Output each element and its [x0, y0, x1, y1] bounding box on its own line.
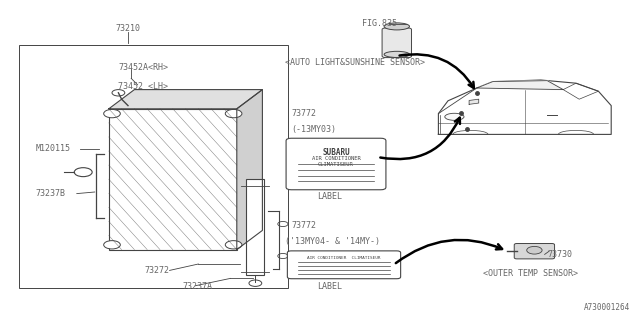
Text: 73237B: 73237B — [35, 189, 65, 198]
Ellipse shape — [384, 23, 410, 30]
Circle shape — [278, 253, 288, 259]
Text: (-13MY03): (-13MY03) — [291, 125, 336, 134]
Text: <OUTER TEMP SENSOR>: <OUTER TEMP SENSOR> — [483, 269, 578, 278]
Polygon shape — [477, 81, 563, 90]
Text: 73210: 73210 — [115, 24, 141, 33]
Circle shape — [74, 168, 92, 177]
Bar — [109, 109, 237, 250]
Text: AIR CONDITIONER: AIR CONDITIONER — [312, 156, 360, 161]
Ellipse shape — [384, 51, 410, 58]
Text: M120115: M120115 — [35, 144, 70, 153]
Text: SUBARU: SUBARU — [322, 148, 350, 157]
Text: CLIMATISEUR: CLIMATISEUR — [318, 162, 354, 167]
Circle shape — [278, 221, 288, 227]
Polygon shape — [109, 90, 262, 109]
Text: <AUTO LIGHT&SUNSHINE SENSOR>: <AUTO LIGHT&SUNSHINE SENSOR> — [285, 58, 425, 67]
Text: 73730: 73730 — [547, 250, 572, 259]
Text: 73237A: 73237A — [182, 282, 212, 291]
Polygon shape — [438, 80, 611, 134]
Text: 73452 <LH>: 73452 <LH> — [118, 82, 168, 91]
Circle shape — [225, 241, 242, 249]
Polygon shape — [469, 99, 479, 104]
Circle shape — [249, 280, 262, 286]
FancyBboxPatch shape — [515, 244, 555, 259]
Polygon shape — [237, 90, 262, 250]
Text: AIR CONDITIONER  CLIMATISEUR: AIR CONDITIONER CLIMATISEUR — [307, 256, 381, 260]
Circle shape — [104, 241, 120, 249]
Bar — [19, 45, 288, 288]
Text: 73772: 73772 — [291, 221, 316, 230]
Text: FIG.835: FIG.835 — [362, 20, 397, 28]
Text: ('13MY04- & '14MY-): ('13MY04- & '14MY-) — [285, 237, 380, 246]
Circle shape — [112, 90, 125, 96]
Text: LABEL: LABEL — [317, 192, 342, 201]
FancyBboxPatch shape — [286, 138, 386, 190]
Circle shape — [527, 246, 542, 254]
Circle shape — [104, 109, 120, 118]
Ellipse shape — [445, 113, 464, 120]
Text: A730001264: A730001264 — [584, 303, 630, 312]
Text: 73452A<RH>: 73452A<RH> — [118, 63, 168, 72]
FancyBboxPatch shape — [287, 251, 401, 279]
Text: LABEL: LABEL — [317, 282, 342, 291]
Text: 73272: 73272 — [144, 266, 169, 275]
Text: 73772: 73772 — [291, 109, 316, 118]
FancyBboxPatch shape — [382, 28, 412, 58]
Circle shape — [225, 109, 242, 118]
Bar — [246, 179, 264, 275]
